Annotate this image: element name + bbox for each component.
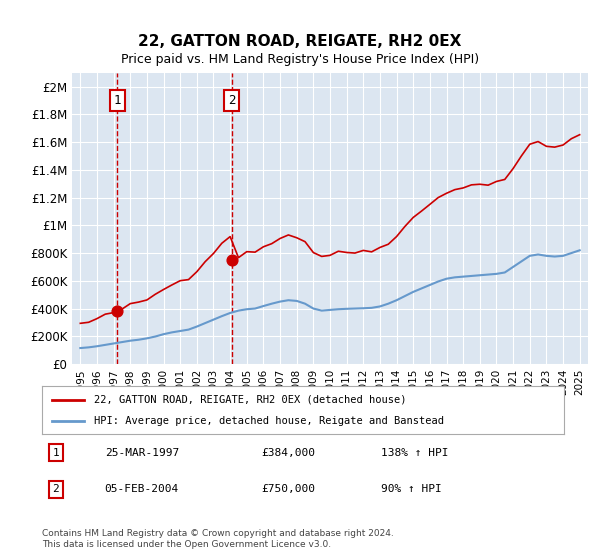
Text: 138% ↑ HPI: 138% ↑ HPI <box>382 448 449 458</box>
Text: 1: 1 <box>113 94 121 107</box>
Point <box>227 255 236 264</box>
Text: £750,000: £750,000 <box>261 484 315 494</box>
Text: £384,000: £384,000 <box>261 448 315 458</box>
Point <box>113 306 122 315</box>
Text: 1: 1 <box>52 448 59 458</box>
Text: 90% ↑ HPI: 90% ↑ HPI <box>382 484 442 494</box>
Text: Contains HM Land Registry data © Crown copyright and database right 2024.
This d: Contains HM Land Registry data © Crown c… <box>42 529 394 549</box>
Text: HPI: Average price, detached house, Reigate and Banstead: HPI: Average price, detached house, Reig… <box>94 416 444 426</box>
Text: 22, GATTON ROAD, REIGATE, RH2 0EX (detached house): 22, GATTON ROAD, REIGATE, RH2 0EX (detac… <box>94 395 407 405</box>
Text: 2: 2 <box>228 94 235 107</box>
Text: 2: 2 <box>52 484 59 494</box>
Text: Price paid vs. HM Land Registry's House Price Index (HPI): Price paid vs. HM Land Registry's House … <box>121 53 479 66</box>
Text: 25-MAR-1997: 25-MAR-1997 <box>104 448 179 458</box>
Text: 05-FEB-2004: 05-FEB-2004 <box>104 484 179 494</box>
Text: 22, GATTON ROAD, REIGATE, RH2 0EX: 22, GATTON ROAD, REIGATE, RH2 0EX <box>139 34 461 49</box>
